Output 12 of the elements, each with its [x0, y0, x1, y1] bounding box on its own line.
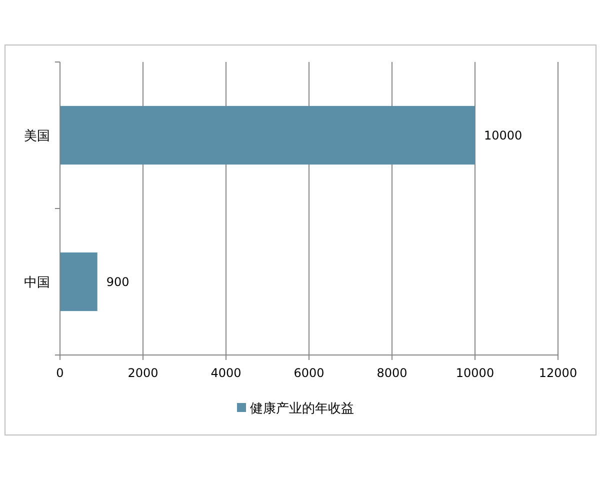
data-label: 900 — [106, 274, 130, 289]
x-tick-label: 0 — [56, 366, 64, 380]
x-tick-label: 6000 — [294, 366, 324, 380]
x-tick-label: 4000 — [210, 366, 242, 380]
y-tick-label: 美国 — [24, 128, 50, 144]
x-tick-label: 10000 — [456, 366, 494, 380]
x-tick-label: 8000 — [376, 366, 408, 380]
data-label: 10000 — [484, 128, 522, 142]
y-tick-label: 中国 — [24, 275, 50, 290]
legend-label: 健康产业的年收益 — [250, 402, 354, 417]
x-tick-label: 12000 — [538, 366, 578, 380]
x-tick-label: 2000 — [128, 366, 158, 380]
